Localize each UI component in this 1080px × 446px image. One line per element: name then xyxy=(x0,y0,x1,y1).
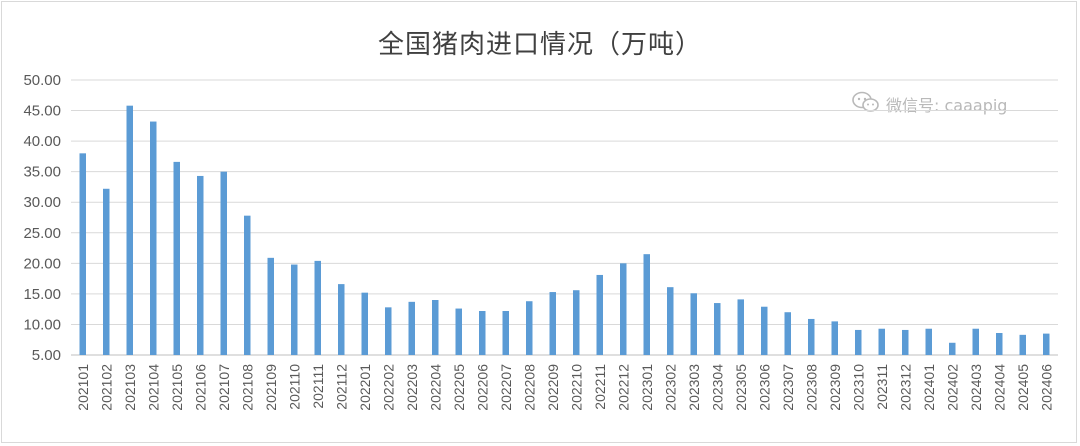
bar xyxy=(808,318,815,355)
bar xyxy=(878,328,885,355)
bar xyxy=(220,171,227,355)
x-tick-label: 202207 xyxy=(498,364,514,411)
x-tick-label: 202205 xyxy=(451,364,467,411)
x-tick-label: 202111 xyxy=(310,364,326,409)
x-tick-label: 202102 xyxy=(98,364,114,411)
y-tick-label: 20.00 xyxy=(23,255,61,272)
x-tick-label: 202404 xyxy=(991,364,1007,411)
x-tick-label: 202103 xyxy=(122,364,138,411)
x-tick-label: 202406 xyxy=(1038,364,1054,411)
x-tick-label: 202306 xyxy=(756,364,772,411)
y-tick-label: 40.00 xyxy=(23,133,61,150)
x-tick-label: 202201 xyxy=(357,364,373,411)
x-tick-label: 202301 xyxy=(639,364,655,411)
bar xyxy=(784,312,791,355)
wechat-icon xyxy=(852,91,880,117)
x-tick-label: 202203 xyxy=(404,364,420,411)
chart-title: 全国猪肉进口情况（万吨） xyxy=(377,30,702,60)
bar xyxy=(620,263,627,355)
y-tick-label: 30.00 xyxy=(23,194,61,211)
x-tick-label: 202206 xyxy=(474,364,490,411)
x-tick-label: 202106 xyxy=(192,364,208,411)
bar xyxy=(949,342,956,355)
x-tick-label: 202108 xyxy=(239,364,255,411)
bar xyxy=(314,260,321,355)
bar xyxy=(1019,334,1026,355)
x-tick-label: 202304 xyxy=(709,364,725,411)
x-tick-label: 202210 xyxy=(568,364,584,411)
x-tick-label: 202308 xyxy=(803,364,819,411)
bar xyxy=(103,188,110,355)
x-tick-label: 202307 xyxy=(780,364,796,411)
bar xyxy=(831,321,838,355)
y-tick-label: 50.00 xyxy=(23,72,61,89)
x-tick-label: 202204 xyxy=(427,364,443,411)
x-tick-label: 202107 xyxy=(216,364,232,411)
y-tick-label: 10.00 xyxy=(23,316,61,333)
x-tick-label: 202310 xyxy=(850,364,866,411)
x-tick-label: 202110 xyxy=(286,364,302,410)
bar xyxy=(667,287,674,355)
bar xyxy=(925,328,932,355)
bar xyxy=(408,301,415,355)
x-tick-label: 202402 xyxy=(944,364,960,411)
x-tick-label: 202401 xyxy=(921,364,937,411)
bar xyxy=(432,300,439,355)
bar xyxy=(150,121,157,355)
bar xyxy=(197,175,204,355)
bar xyxy=(173,161,180,355)
bar xyxy=(643,254,650,355)
y-tick-label: 35.00 xyxy=(23,164,61,181)
bar xyxy=(126,105,133,356)
bar xyxy=(502,311,509,355)
y-tick-label: 15.00 xyxy=(23,286,61,303)
bar xyxy=(549,292,556,355)
bar xyxy=(361,292,368,355)
x-tick-label: 202305 xyxy=(733,364,749,411)
bar xyxy=(855,329,862,355)
x-tick-label: 202212 xyxy=(615,364,631,411)
x-tick-label: 202303 xyxy=(686,364,702,411)
x-tick-label: 202311 xyxy=(874,364,890,410)
bar xyxy=(714,303,721,355)
bar xyxy=(267,257,274,355)
x-tick-label: 202109 xyxy=(263,364,279,411)
x-tick-label: 202101 xyxy=(75,364,91,411)
bar xyxy=(996,333,1003,355)
bar xyxy=(573,290,580,355)
bar xyxy=(526,301,533,355)
bar xyxy=(902,329,909,355)
x-tick-label: 202302 xyxy=(662,364,678,411)
bar xyxy=(690,293,697,355)
bar xyxy=(1043,333,1050,355)
bar xyxy=(244,215,251,355)
bar xyxy=(972,328,979,355)
x-tick-label: 202403 xyxy=(968,364,984,411)
y-tick-label: 45.00 xyxy=(23,103,61,120)
x-tick-label: 202208 xyxy=(521,364,537,411)
x-tick-label: 202211 xyxy=(592,364,608,410)
bar xyxy=(479,311,486,355)
x-tick-label: 202209 xyxy=(545,364,561,411)
bar xyxy=(455,308,462,355)
x-tick-label: 202104 xyxy=(145,364,161,411)
bar xyxy=(737,299,744,355)
bar xyxy=(79,153,86,355)
x-tick-label: 202309 xyxy=(827,364,843,411)
bar xyxy=(761,306,768,355)
bar xyxy=(385,307,392,355)
bar xyxy=(596,274,603,355)
y-tick-label: 5.00 xyxy=(32,347,61,364)
x-tick-label: 202112 xyxy=(333,364,349,410)
x-tick-label: 202312 xyxy=(897,364,913,411)
x-tick-label: 202405 xyxy=(1015,364,1031,411)
bar xyxy=(338,284,345,355)
x-tick-label: 202202 xyxy=(380,364,396,411)
bar xyxy=(291,264,298,355)
y-tick-label: 25.00 xyxy=(23,225,61,242)
x-tick-label: 202105 xyxy=(169,364,185,411)
